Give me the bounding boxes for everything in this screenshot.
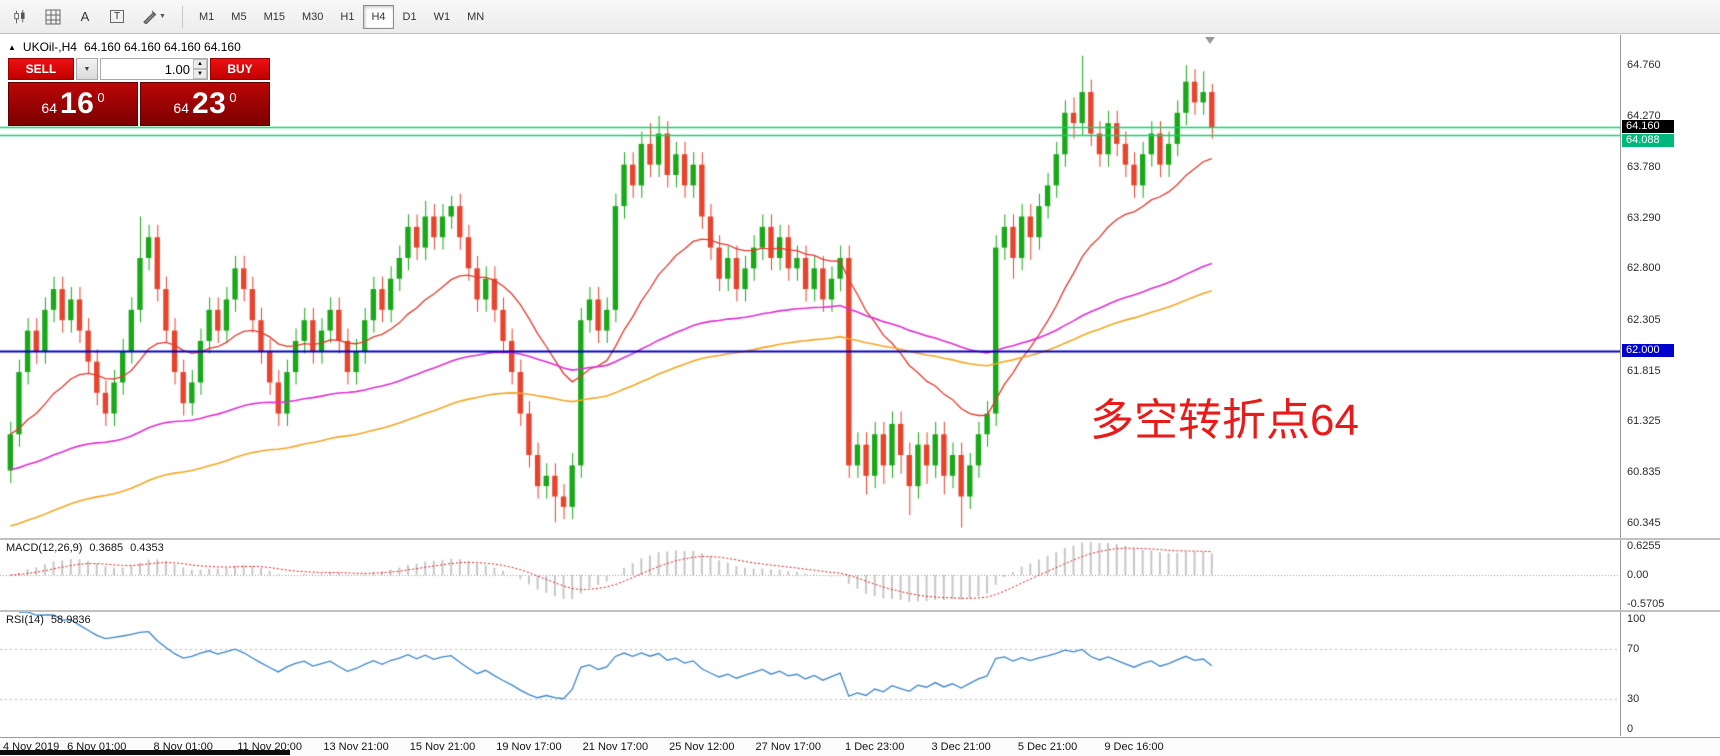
ask-price-point: 0	[229, 89, 237, 105]
volume-step-up-button[interactable]: ▲	[193, 59, 207, 69]
rsi-tick: 30	[1627, 692, 1640, 705]
panel-separator[interactable]	[0, 610, 1720, 612]
chevron-down-icon: ▼	[159, 13, 166, 20]
bid-price-point: 0	[97, 89, 105, 105]
drawing-tools-button[interactable]: ▼	[134, 4, 174, 30]
rsi-value: 58.9836	[50, 614, 91, 626]
sell-button[interactable]: SELL	[8, 58, 74, 80]
time-label: 25 Nov 12:00	[669, 741, 735, 753]
timeframe-button-m1[interactable]: M1	[191, 5, 222, 29]
collapse-triangle-icon[interactable]: ▲	[8, 42, 16, 52]
bid-price-major: 64	[41, 100, 57, 116]
indicators-grid-icon	[45, 9, 61, 24]
ask-price-pips: 23	[191, 87, 227, 120]
macd-axis[interactable]: 0.6255 0.00 -0.5705	[1620, 540, 1720, 610]
main-chart-canvas[interactable]	[0, 35, 1620, 538]
panel-separator[interactable]	[0, 538, 1720, 540]
price-tick: 62.305	[1627, 313, 1661, 326]
time-label: 3 Dec 21:00	[931, 741, 991, 753]
label-a-icon: A	[80, 9, 90, 24]
rsi-tick: 100	[1627, 613, 1646, 625]
chart-symbol-label: UKOil-,H4	[22, 40, 77, 54]
volume-preset-dropdown[interactable]: ▼	[76, 58, 98, 80]
drawing-tools-icon	[143, 10, 157, 24]
price-tick: 63.290	[1627, 211, 1661, 224]
chart-shift-marker-icon	[1205, 37, 1215, 44]
macd-indicator-name: MACD(12,26,9)	[6, 542, 83, 554]
rsi-axis[interactable]: 100 70 30 0	[1620, 612, 1720, 736]
timeframe-button-w1[interactable]: W1	[426, 5, 459, 29]
ask-price-box[interactable]: 64 23 0	[140, 82, 270, 126]
chart-quote-values: 64.160 64.160 64.160 64.160	[83, 40, 241, 54]
timeframe-button-m30[interactable]: M30	[294, 5, 331, 29]
top-toolbar: A T ▼ M1 M5 M15 M30 H1 H4 D1 W1 MN	[0, 0, 1720, 34]
macd-signal-value: 0.4353	[130, 542, 164, 554]
rsi-tick: 70	[1627, 643, 1640, 656]
indicators-button[interactable]	[38, 4, 68, 30]
chart-candles-icon	[14, 9, 25, 23]
macd-tick: 0.6255	[1627, 540, 1661, 552]
timeframe-button-mn[interactable]: MN	[459, 5, 492, 29]
time-label: 5 Dec 21:00	[1017, 741, 1078, 753]
label-a-button[interactable]: A	[70, 4, 100, 30]
time-label: 19 Nov 17:00	[496, 741, 562, 753]
time-label: 27 Nov 17:00	[755, 741, 821, 753]
price-tick: 64.760	[1627, 59, 1661, 72]
bid-price-box[interactable]: 64 16 0	[8, 82, 138, 126]
price-badge: 64.088	[1622, 134, 1674, 148]
time-label: 15 Nov 21:00	[409, 741, 476, 753]
price-badge: 62.000	[1622, 344, 1674, 358]
macd-canvas[interactable]	[0, 540, 1620, 610]
timeframe-button-m15[interactable]: M15	[256, 5, 293, 29]
timeframe-button-d1[interactable]: D1	[395, 5, 425, 29]
timeframe-button-h1[interactable]: H1	[332, 5, 362, 29]
rsi-label-row: RSI(14) 58.9836	[6, 614, 91, 626]
one-click-trading-panel: SELL ▼ ▲ ▼ BUY 64 16 0 64 23 0	[8, 58, 270, 126]
chart-candles-button[interactable]	[6, 4, 36, 30]
rsi-canvas[interactable]	[0, 612, 1620, 736]
price-tick: 60.835	[1627, 466, 1661, 479]
macd-tick: 0.00	[1627, 569, 1649, 581]
bid-price-pips: 16	[59, 87, 95, 120]
chevron-down-icon: ▼	[83, 65, 91, 73]
bottom-bar	[0, 750, 290, 755]
volume-input[interactable]	[101, 59, 207, 79]
rsi-tick: 0	[1627, 723, 1634, 735]
time-label: 1 Dec 23:00	[845, 741, 905, 753]
price-badge: 64.160	[1622, 120, 1674, 134]
text-tool-icon: T	[109, 10, 125, 23]
timeframe-group: M1 M5 M15 M30 H1 H4 D1 W1 MN	[191, 4, 492, 29]
macd-label-row: MACD(12,26,9) 0.3685 0.4353	[6, 542, 164, 554]
text-tool-button[interactable]: T	[102, 4, 132, 30]
price-tick: 62.800	[1627, 262, 1661, 275]
timeframe-button-m5[interactable]: M5	[223, 5, 254, 29]
price-tick: 61.325	[1627, 415, 1661, 428]
price-tick: 64.270	[1627, 109, 1661, 122]
rsi-indicator-name: RSI(14)	[6, 614, 44, 626]
macd-main-value: 0.3685	[89, 542, 124, 554]
time-label: 21 Nov 17:00	[582, 741, 649, 753]
timeframe-button-h4[interactable]: H4	[363, 4, 394, 29]
macd-tick: -0.5705	[1627, 597, 1665, 610]
price-tick: 60.345	[1627, 516, 1661, 529]
ask-price-major: 64	[173, 100, 189, 116]
chart-title: ▲ UKOil-,H4 64.160 64.160 64.160 64.160	[8, 40, 241, 54]
price-axis[interactable]: 64.760 64.270 63.780 63.290 62.800 62.305 61.8…	[1620, 35, 1720, 538]
buy-button[interactable]: BUY	[210, 58, 270, 80]
trend-annotation-text[interactable]: 多空转折点64	[1090, 396, 1359, 445]
price-tick: 61.815	[1627, 364, 1661, 377]
toolbar-separator	[182, 5, 183, 28]
price-tick: 63.780	[1627, 160, 1661, 173]
volume-step-down-button[interactable]: ▼	[193, 69, 207, 79]
time-label: 9 Dec 16:00	[1104, 741, 1164, 753]
time-label: 13 Nov 21:00	[323, 741, 389, 753]
